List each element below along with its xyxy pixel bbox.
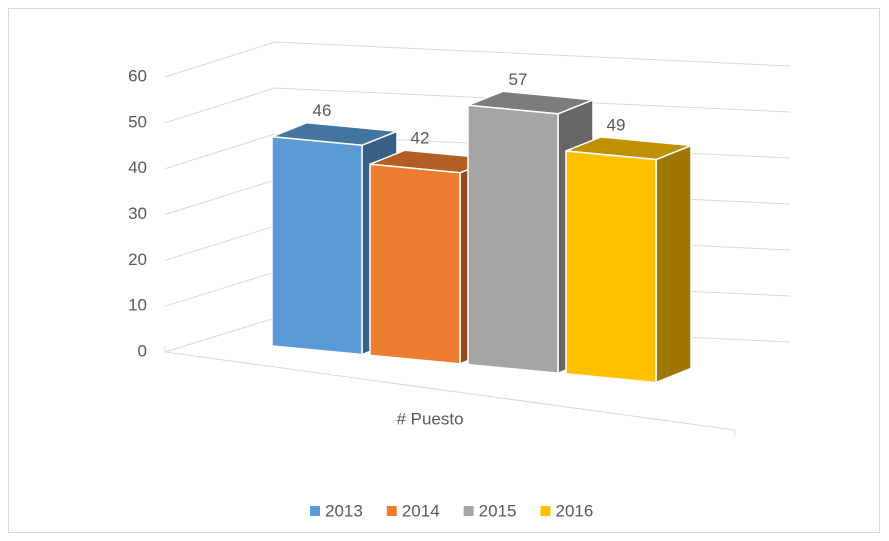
data-label: 46 [313,101,332,120]
legend-label: 2015 [479,501,517,520]
bar-front [565,150,657,384]
y-tick-label: 60 [128,66,147,85]
bar-front [369,163,461,365]
legend-swatch [463,506,474,516]
bar [565,136,692,384]
bar-side [655,144,692,384]
bar-front [271,135,363,356]
bar-front [467,104,559,374]
y-tick-label: 50 [128,112,147,131]
legend-label: 2013 [325,501,363,520]
floor-line [164,346,736,436]
y-tick-label: 10 [128,296,147,315]
legend-swatch [386,506,397,516]
y-tick-label: 30 [128,204,147,223]
grid-line [164,87,791,124]
legend-label: 2016 [555,501,593,520]
data-label: 57 [509,70,528,89]
legend-label: 2014 [402,501,440,520]
data-label: 49 [607,115,626,134]
y-tick-label: 20 [128,250,147,269]
legend-swatch [310,506,320,516]
x-tick-label: # Puesto [396,409,463,428]
grid-line [164,41,791,78]
data-label: 42 [411,129,430,148]
legend-swatch [540,506,551,516]
y-tick-label: 0 [138,341,147,360]
y-tick-label: 40 [128,158,147,177]
